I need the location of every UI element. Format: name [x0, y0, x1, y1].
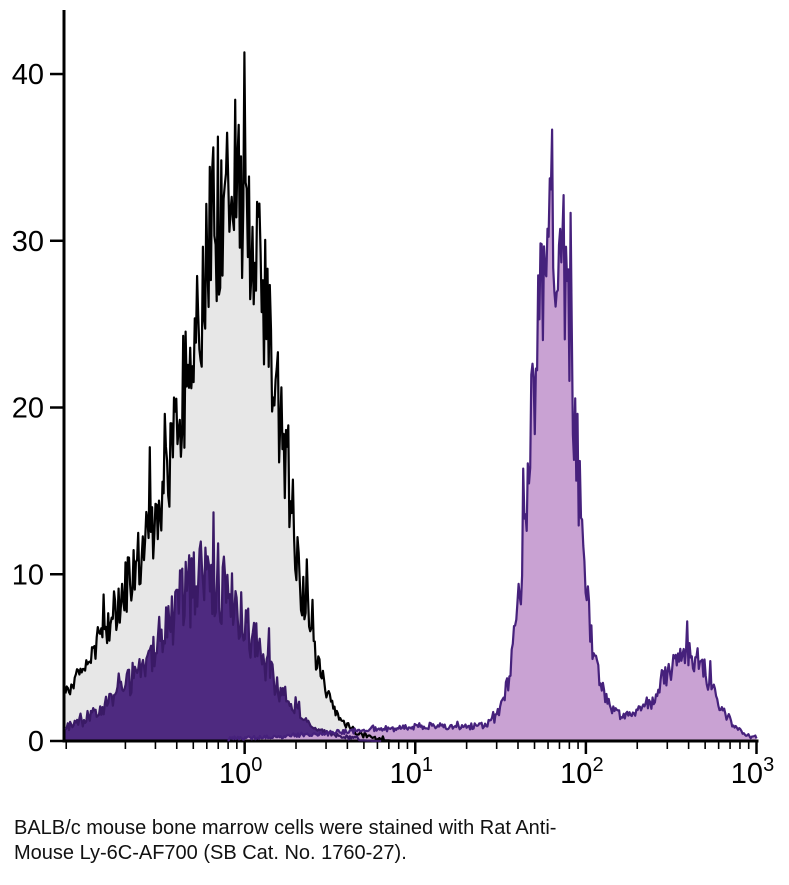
y-tick-label: 10 — [12, 559, 44, 591]
series-fills — [65, 52, 757, 742]
y-tick-label: 40 — [12, 59, 44, 91]
series-fill-unstained-control — [65, 52, 416, 741]
series-fill-stained-positive-population — [227, 129, 757, 742]
x-tick-label: 101 — [390, 754, 433, 790]
figure-caption: BALB/c mouse bone marrow cells were stai… — [14, 817, 557, 864]
y-tick-label: 0 — [28, 726, 44, 758]
series-fill-stained-negative-population — [65, 512, 382, 741]
series-stroke-unstained-control — [64, 51, 416, 743]
x-tick-label: 102 — [560, 754, 603, 790]
x-tick-label: 103 — [731, 754, 774, 790]
y-tick-label: 20 — [12, 393, 44, 425]
y-tick-label: 30 — [12, 226, 44, 258]
axis-tick-labels: 100 101 102 103 0 10 20 30 40 — [12, 59, 774, 790]
series-stroke-stained-positive-population — [227, 128, 758, 742]
flow-histogram-chart: 100 101 102 103 0 10 20 30 40 — [12, 10, 774, 790]
x-tick-label: 100 — [219, 754, 262, 790]
series-strokes — [64, 51, 758, 743]
